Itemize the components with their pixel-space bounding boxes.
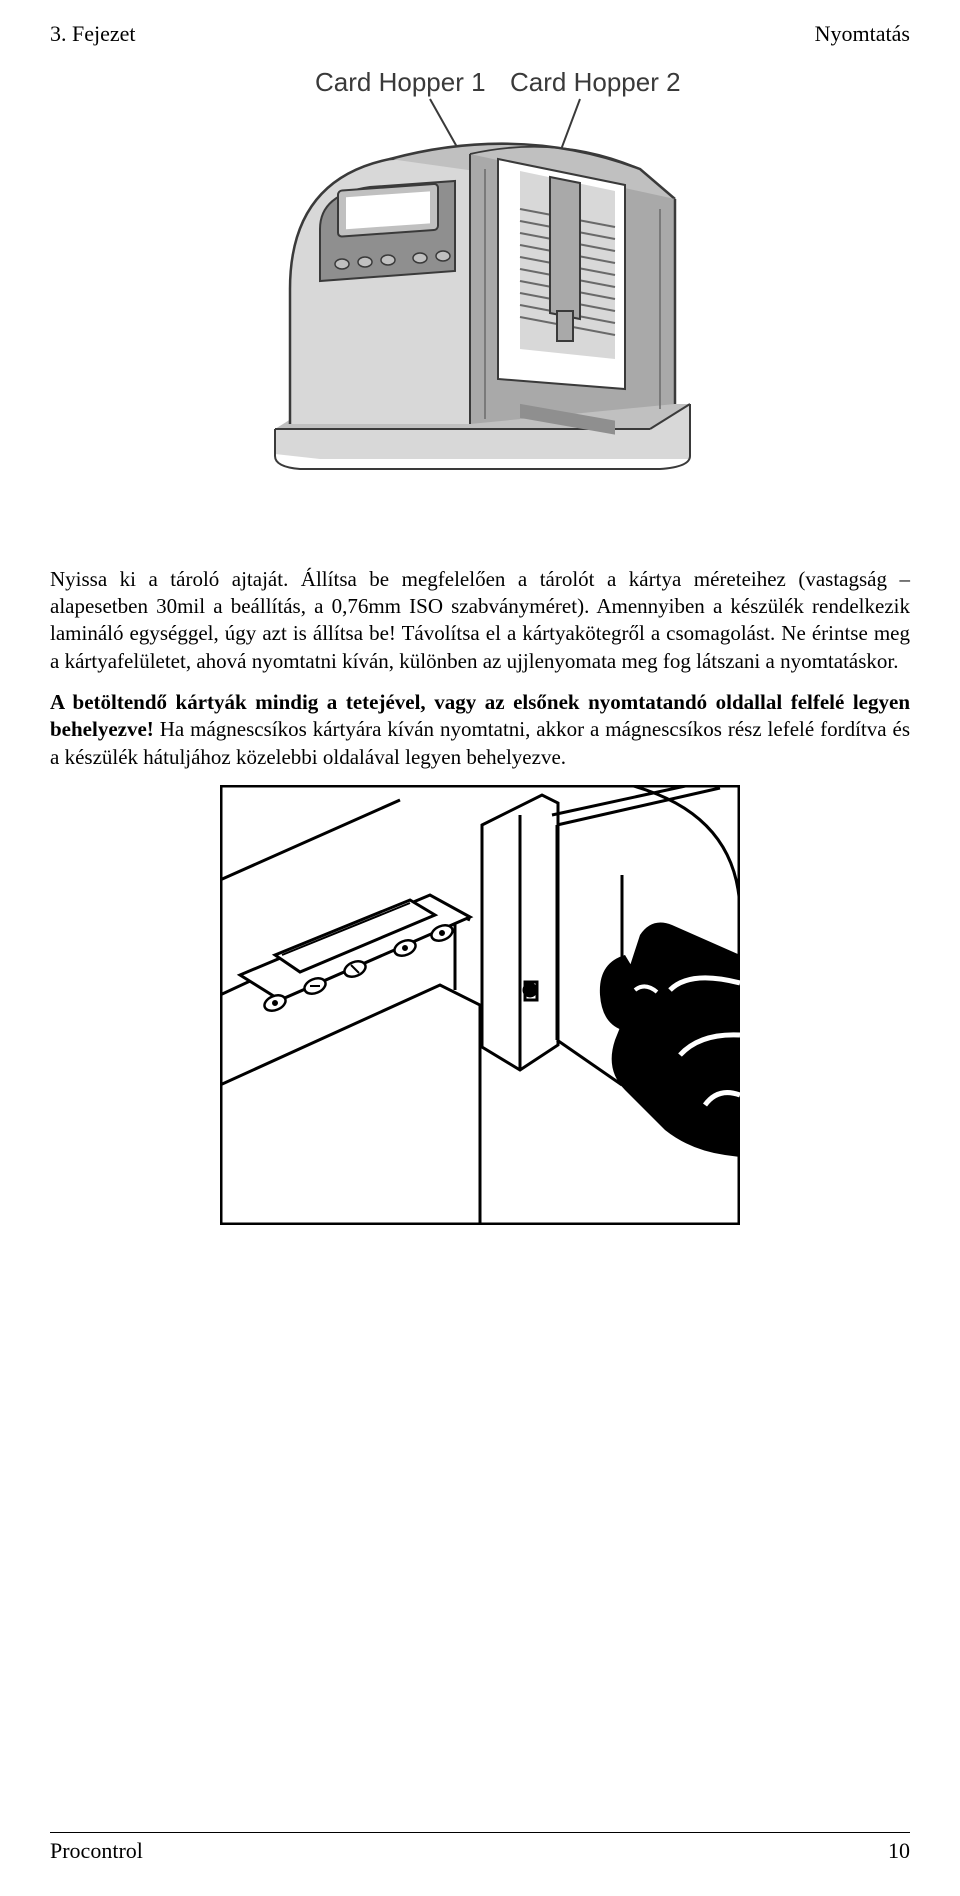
header-right: Nyomtatás [815, 20, 910, 49]
printer-lcd-panel [320, 181, 455, 281]
paragraph-1: Nyissa ki a tároló ajtaját. Állítsa be m… [50, 566, 910, 675]
header-left: 3. Fejezet [50, 20, 136, 49]
footer-page-number: 10 [888, 1837, 910, 1866]
paragraph-2: A betöltendő kártyák mindig a tetejével,… [50, 689, 910, 771]
insert-card-svg [220, 785, 740, 1225]
footer-rule [50, 1832, 910, 1833]
label-hopper-1: Card Hopper 1 [315, 67, 486, 97]
footer-left: Procontrol [50, 1837, 143, 1866]
page-header: 3. Fejezet Nyomtatás [50, 20, 910, 49]
figure-insert-card [50, 785, 910, 1232]
figure-printer-hoppers: Card Hopper 1 Card Hopper 2 [50, 59, 910, 536]
page-footer: Procontrol 10 [50, 1837, 910, 1866]
label-hopper-2: Card Hopper 2 [510, 67, 681, 97]
printer-hoppers-svg: Card Hopper 1 Card Hopper 2 [220, 59, 740, 529]
paragraph-2-rest: Ha mágnescsíkos kártyára kíván nyomtatni… [50, 717, 910, 768]
hopper-slot [482, 795, 558, 1070]
